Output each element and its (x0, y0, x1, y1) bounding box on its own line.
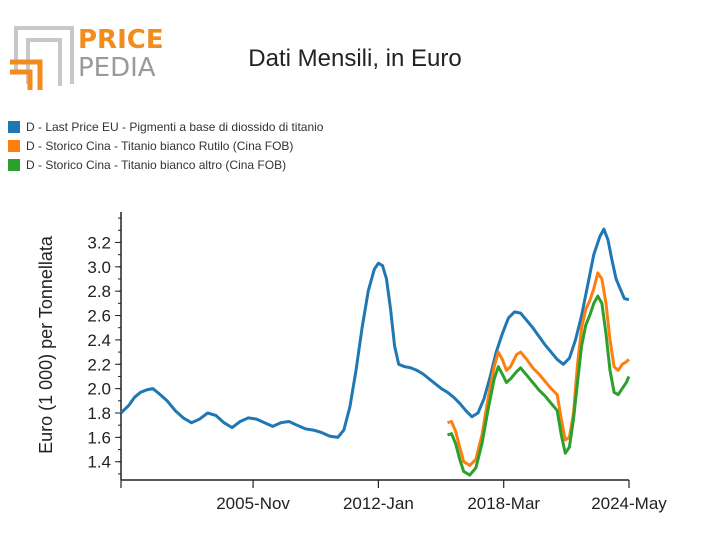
series-line (447, 294, 631, 477)
y-tick-label: 2.2 (87, 355, 111, 374)
y-axis-title: Euro (1 000) per Tonnellata (36, 235, 56, 454)
logo-line1: PRICE (78, 25, 164, 55)
legend-swatch (8, 159, 20, 171)
axes: 1.4 1.6 1.8 2.0 2.2 2.4 2.6 2.8 3.0 3.2 2005-Nov 20… (87, 212, 667, 513)
legend: D - Last Price EU - Pigmenti a base di d… (8, 120, 324, 172)
y-tick-label: 2.8 (87, 282, 111, 301)
series-lines (119, 227, 631, 477)
legend-label: D - Storico Cina - Titanio bianco altro … (26, 158, 286, 172)
legend-swatch (8, 121, 20, 133)
x-tick-label: 2018-Mar (467, 494, 540, 513)
y-tick-label: 2.4 (87, 331, 111, 350)
x-tick-label: 2005-Nov (216, 494, 290, 513)
series-line (447, 271, 630, 467)
logo-line2: PEDIA (78, 53, 156, 83)
chart-title: Dati Mensili, in Euro (248, 45, 461, 72)
y-tick-label: 1.4 (87, 453, 111, 472)
series-line (119, 227, 630, 439)
y-tick-label: 3.2 (87, 233, 111, 252)
y-tick-label: 1.6 (87, 428, 111, 447)
pricepedia-logo: PRICE PEDIA (10, 25, 164, 90)
y-tick-label: 1.8 (87, 404, 111, 423)
logo-mark-icon (10, 26, 74, 90)
y-tick-label: 2.0 (87, 380, 111, 399)
y-tick-label: 3.0 (87, 258, 111, 277)
legend-label: D - Storico Cina - Titanio bianco Rutilo… (26, 139, 293, 153)
x-tick-label: 2012-Jan (343, 494, 414, 513)
y-tick-label: 2.6 (87, 307, 111, 326)
legend-label: D - Last Price EU - Pigmenti a base di d… (26, 120, 324, 134)
legend-swatch (8, 140, 20, 152)
x-tick-label: 2024-May (591, 494, 667, 513)
